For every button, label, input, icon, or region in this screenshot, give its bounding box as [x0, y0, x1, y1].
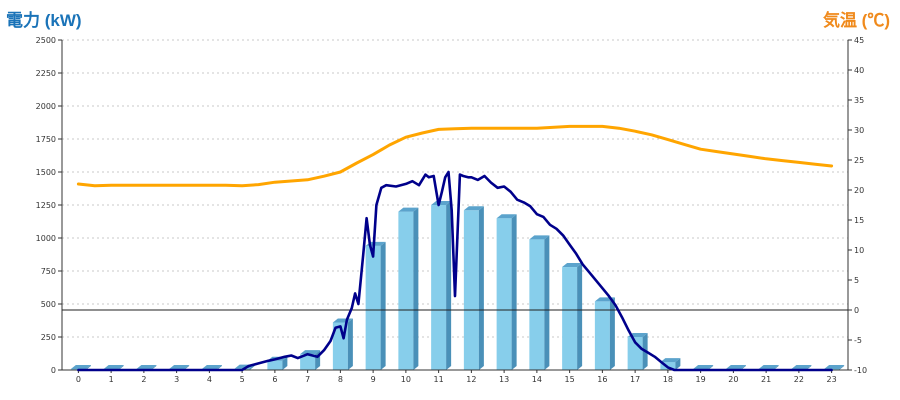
bar-top	[300, 350, 321, 355]
bar-top	[496, 214, 517, 219]
bar	[529, 239, 545, 370]
bar-side	[511, 214, 517, 370]
x-tick-label: 18	[663, 375, 673, 384]
bar	[267, 360, 283, 370]
left-tick-label: 0	[51, 366, 56, 375]
bar-top	[758, 365, 779, 369]
right-tick-label: 10	[854, 246, 864, 255]
bar-side	[839, 365, 845, 370]
bar-side	[282, 356, 288, 370]
right-tick-label: 40	[854, 66, 864, 75]
x-tick-label: 17	[630, 375, 640, 384]
bar	[398, 211, 414, 370]
x-tick-label: 19	[696, 375, 706, 384]
x-tick-label: 8	[338, 375, 343, 384]
x-tick-label: 4	[207, 375, 212, 384]
x-tick-label: 15	[565, 375, 575, 384]
right-tick-label: 25	[854, 156, 864, 165]
x-tick-label: 12	[466, 375, 476, 384]
right-tick-label: 20	[854, 186, 864, 195]
right-tick-label: 5	[854, 276, 859, 285]
right-tick-label: 0	[854, 306, 859, 315]
bar-top	[463, 206, 484, 211]
bar	[496, 218, 512, 370]
left-tick-label: 500	[41, 300, 56, 309]
bar-side	[413, 207, 419, 370]
bar-top	[529, 235, 550, 240]
bar-top	[103, 365, 124, 369]
bar	[431, 205, 447, 370]
x-tick-label: 11	[434, 375, 444, 384]
bar-top	[169, 365, 190, 369]
bar-top	[136, 365, 157, 369]
right-tick-label: 35	[854, 96, 864, 105]
right-tick-label: 15	[854, 216, 864, 225]
bar-top	[70, 365, 91, 369]
bar-side	[577, 263, 583, 370]
x-tick-label: 22	[794, 375, 804, 384]
bar	[594, 301, 610, 370]
bar-side	[544, 235, 550, 370]
x-tick-label: 3	[174, 375, 179, 384]
right-tick-label: -10	[854, 366, 867, 375]
power-line	[77, 170, 833, 372]
x-tick-label: 6	[272, 375, 277, 384]
x-tick-label: 21	[761, 375, 771, 384]
bar-side	[478, 206, 484, 370]
x-tick-label: 10	[401, 375, 411, 384]
left-tick-label: 1000	[36, 234, 56, 243]
x-tick-label: 2	[141, 375, 146, 384]
bar	[562, 267, 578, 370]
bar-top	[824, 365, 845, 369]
left-tick-label: 1250	[36, 201, 56, 210]
x-tick-label: 5	[240, 375, 245, 384]
temperature-line	[76, 124, 834, 188]
bar-side	[675, 358, 681, 370]
bar-top	[398, 207, 419, 212]
x-tick-label: 23	[827, 375, 837, 384]
x-tick-label: 13	[499, 375, 509, 384]
right-tick-label: -5	[854, 336, 862, 345]
x-tick-label: 14	[532, 375, 542, 384]
bar-side	[446, 201, 452, 370]
left-tick-label: 750	[41, 267, 56, 276]
x-tick-label: 1	[109, 375, 114, 384]
x-tick-label: 7	[305, 375, 310, 384]
left-tick-label: 2250	[36, 69, 56, 78]
left-tick-label: 2000	[36, 102, 56, 111]
bar	[300, 354, 316, 370]
right-axis-title: 気温 (℃)	[822, 11, 890, 30]
left-tick-label: 250	[41, 333, 56, 342]
x-tick-label: 16	[597, 375, 607, 384]
right-tick-label: 30	[854, 126, 864, 135]
right-tick-label: 45	[854, 36, 864, 45]
left-tick-label: 1750	[36, 135, 56, 144]
left-tick-label: 2500	[36, 36, 56, 45]
x-tick-label: 0	[76, 375, 81, 384]
bar-side	[609, 297, 615, 370]
bar	[463, 210, 479, 370]
bar-top	[201, 365, 222, 369]
bar-top	[431, 201, 452, 205]
bar-top	[725, 365, 746, 369]
bar-side	[380, 241, 386, 370]
x-tick-label: 9	[371, 375, 376, 384]
bar-top	[562, 263, 583, 268]
bar-top	[693, 365, 714, 369]
bar-top	[791, 365, 812, 369]
bar-top	[660, 358, 681, 363]
bar	[365, 245, 381, 370]
left-axis-title: 電力 (kW)	[6, 11, 82, 30]
x-tick-label: 20	[728, 375, 738, 384]
left-tick-label: 1500	[36, 168, 56, 177]
bar-side	[347, 318, 353, 370]
